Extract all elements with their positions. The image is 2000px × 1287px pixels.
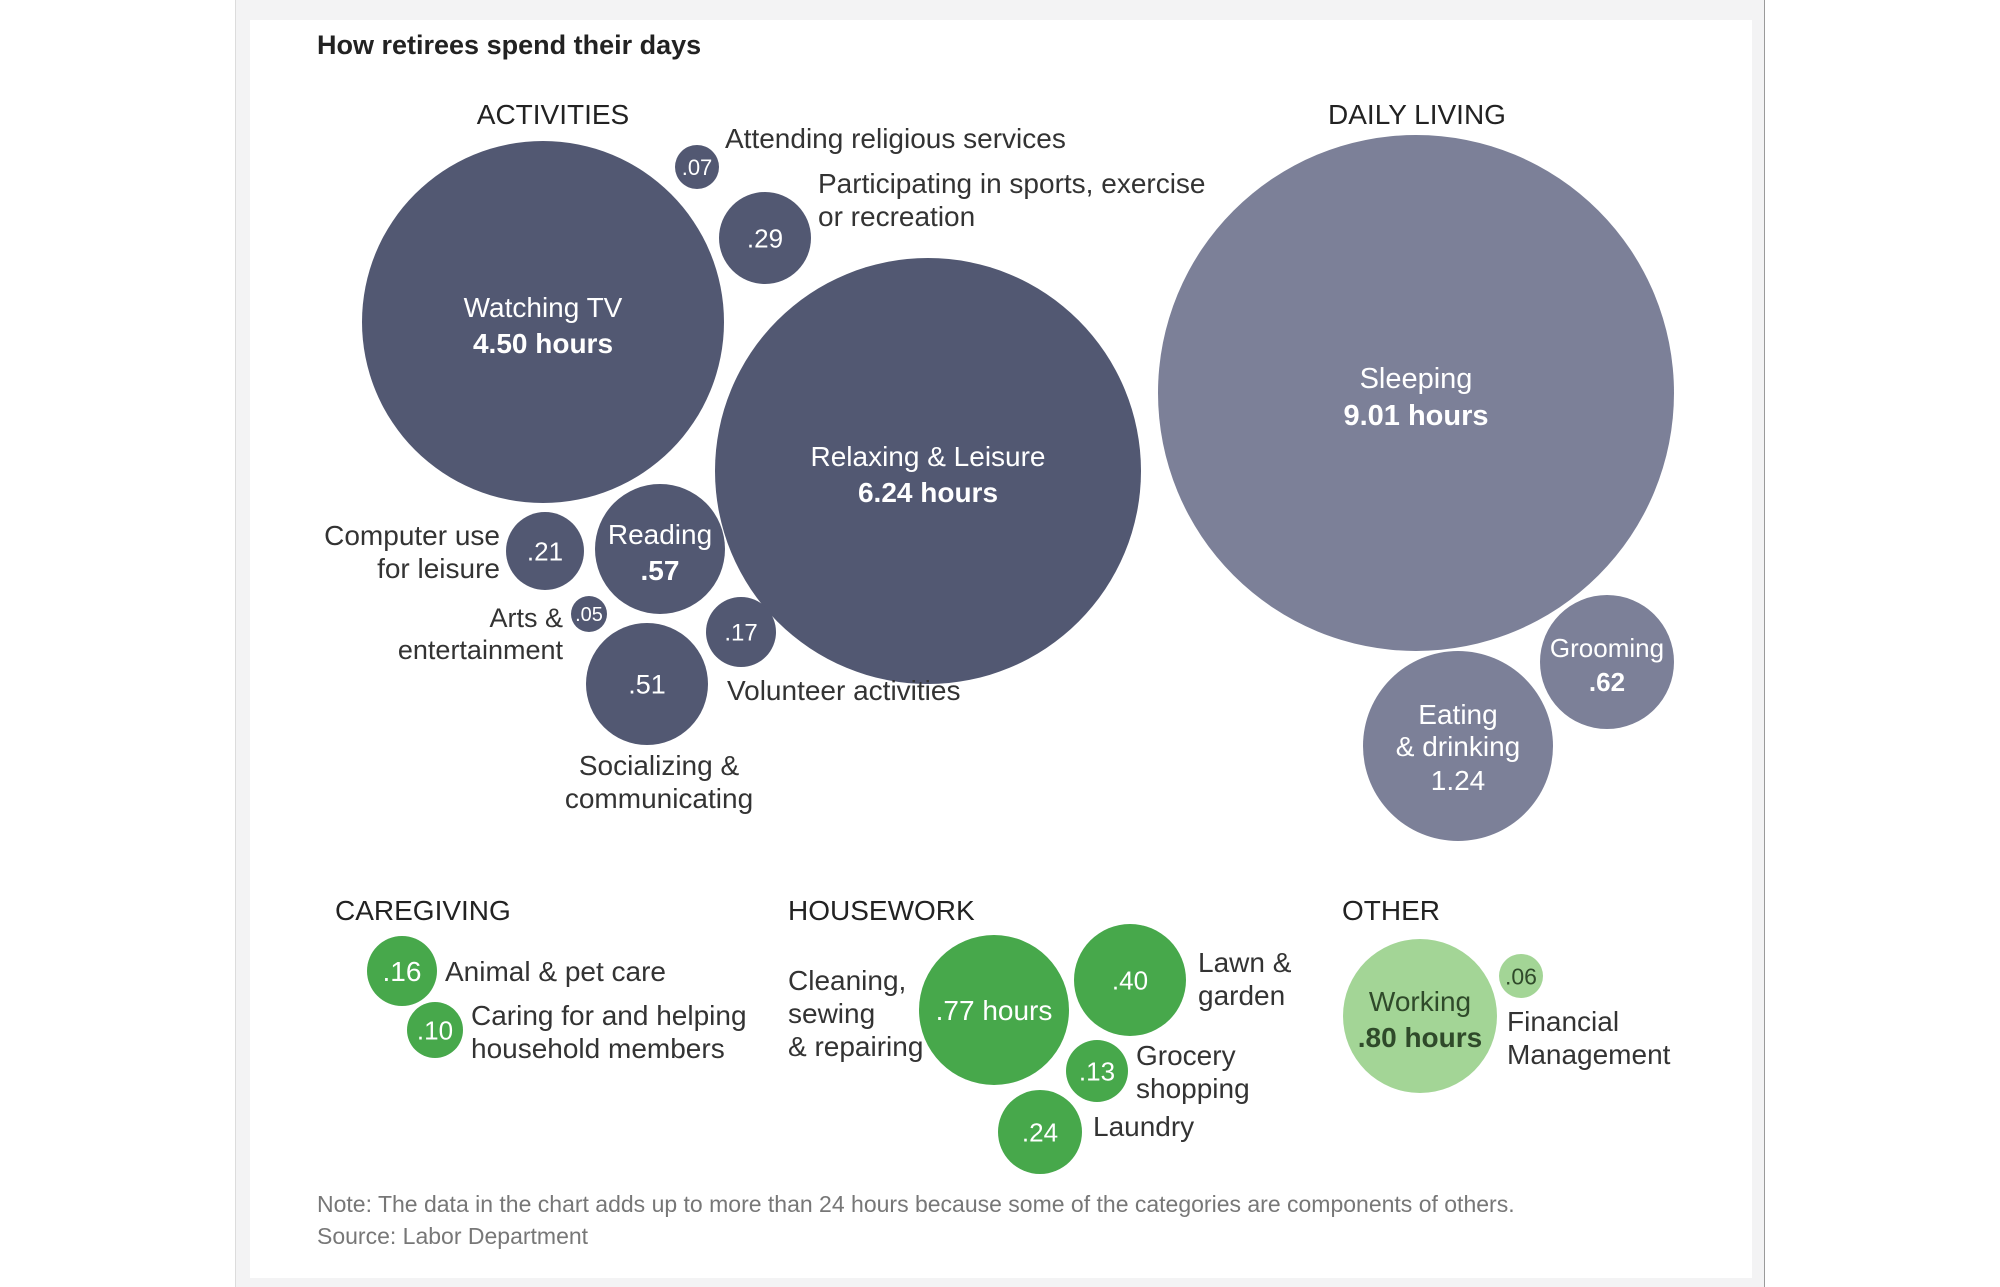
bubble-label-grocery-shopping-line2: shopping (1136, 1073, 1250, 1104)
bubble-label-arts-and-entertainment: Arts & (489, 603, 563, 633)
bubble-label-working: Working (1369, 986, 1471, 1017)
bubble-value-working: .80 hours (1358, 1022, 1482, 1053)
group-title-housework: HOUSEWORK (788, 895, 975, 926)
bubble-label-computer-use-for-leisure-line2: for leisure (377, 553, 500, 584)
bubble-relaxing-and-leisure (715, 258, 1141, 684)
bubble-label-lawn-and-garden: Lawn & (1198, 947, 1292, 978)
bubble-socializing-and-communicating (586, 623, 708, 745)
bubble-label-attending-religious-services: Attending religious services (725, 123, 1066, 154)
bubble-label-eating-and-drinking-line2: & drinking (1396, 731, 1521, 762)
bubble-value-caring-for-and-helping-household-members: .10 (417, 1015, 453, 1045)
bubble-label-reading: Reading (608, 519, 712, 550)
bubble-value-relaxing-and-leisure: 6.24 hours (858, 477, 998, 508)
chart-note: Note: The data in the chart adds up to m… (317, 1191, 1515, 1217)
bubble-label-watching-tv: Watching TV (464, 292, 623, 323)
bubble-label-financial-management: Financial (1507, 1006, 1619, 1037)
group-title-other: OTHER (1342, 895, 1440, 926)
bubble-label-socializing-and-communicating-line2: communicating (565, 783, 753, 814)
bubble-value-volunteer-activities: .17 (724, 620, 757, 647)
bubble-label-sleeping: Sleeping (1360, 363, 1473, 395)
bubble-value-participating-in-sports-exercise-or-recreation: .29 (747, 223, 783, 253)
bubble-value-computer-use-for-leisure: .21 (527, 536, 563, 566)
bubble-label-animal-and-pet-care: Animal & pet care (445, 956, 666, 987)
bubble-label-eating-and-drinking: Eating (1418, 699, 1497, 730)
bubble-label-lawn-and-garden-line2: garden (1198, 980, 1285, 1011)
bubble-label-relaxing-and-leisure: Relaxing & Leisure (810, 441, 1045, 472)
bubble-value-grooming: .62 (1589, 667, 1625, 697)
bubble-arts-and-entertainment (571, 596, 607, 632)
bubble-label-arts-and-entertainment-line2: entertainment (398, 635, 564, 665)
bubble-label-socializing-and-communicating: Socializing & (579, 750, 740, 781)
bubble-sleeping (1158, 135, 1674, 651)
bubble-caring-for-and-helping-household-members (407, 1002, 463, 1058)
bubble-animal-and-pet-care (367, 936, 437, 1006)
bubble-cleaning-sewing-and-repairing (919, 935, 1069, 1085)
bubble-label-caring-for-and-helping-household-members: Caring for and helping (471, 1000, 747, 1031)
bubble-reading (595, 484, 725, 614)
chart-title: How retirees spend their days (317, 30, 701, 60)
bubble-label-volunteer-activities: Volunteer activities (727, 675, 960, 706)
bubble-label-computer-use-for-leisure: Computer use (324, 520, 500, 551)
group-title-activities: ACTIVITIES (477, 99, 629, 130)
bubble-label-grocery-shopping: Grocery (1136, 1040, 1236, 1071)
bubble-eating-and-drinking (1363, 651, 1553, 841)
bubble-label-cleaning-sewing-and-repairing-line3: & repairing (788, 1031, 923, 1062)
bubble-lawn-and-garden (1074, 924, 1186, 1036)
bubble-label-participating-in-sports-exercise-or-recreation: Participating in sports, exercise (818, 168, 1206, 199)
bubble-attending-religious-services (675, 145, 719, 189)
bubble-label-grooming: Grooming (1550, 633, 1664, 663)
bubble-value-sleeping: 9.01 hours (1343, 400, 1488, 432)
bubble-value-financial-management: .06 (1505, 963, 1537, 989)
bubble-computer-use-for-leisure (506, 512, 584, 590)
bubble-value-socializing-and-communicating: .51 (628, 670, 666, 700)
bubble-value-cleaning-sewing-and-repairing: .77 hours (936, 995, 1053, 1026)
bubble-value-reading: .57 (641, 555, 680, 586)
bubble-watching-tv (362, 141, 724, 503)
bubble-value-laundry: .24 (1022, 1117, 1058, 1147)
group-title-caregiving: CAREGIVING (335, 895, 511, 926)
group-title-daily-living: DAILY LIVING (1328, 99, 1506, 130)
bubble-value-attending-religious-services: .07 (682, 155, 713, 180)
bubble-label-laundry: Laundry (1093, 1111, 1194, 1142)
bubble-grooming (1540, 595, 1674, 729)
chart-source: Source: Labor Department (317, 1223, 589, 1249)
bubble-working (1343, 939, 1497, 1093)
bubble-value-grocery-shopping: .13 (1079, 1056, 1115, 1086)
bubble-value-watching-tv: 4.50 hours (473, 328, 613, 359)
bubble-laundry (998, 1090, 1082, 1174)
bubble-label-participating-in-sports-exercise-or-recreation-line2: or recreation (818, 201, 975, 232)
bubble-label-cleaning-sewing-and-repairing: Cleaning, (788, 965, 906, 996)
bubble-label-caring-for-and-helping-household-members-line2: household members (471, 1033, 725, 1064)
bubble-label-cleaning-sewing-and-repairing-line2: sewing (788, 998, 875, 1029)
bubble-value-lawn-and-garden: .40 (1112, 965, 1148, 995)
bubble-volunteer-activities (706, 597, 776, 667)
bubble-label-financial-management-line2: Management (1507, 1039, 1671, 1070)
bubble-participating-in-sports-exercise-or-recreation (719, 192, 811, 284)
bubble-value-eating-and-drinking: 1.24 (1431, 765, 1486, 796)
bubble-financial-management (1499, 954, 1543, 998)
bubble-grocery-shopping (1066, 1040, 1128, 1102)
bubble-value-animal-and-pet-care: .16 (383, 956, 422, 987)
bubble-value-arts-and-entertainment: .05 (575, 604, 603, 626)
